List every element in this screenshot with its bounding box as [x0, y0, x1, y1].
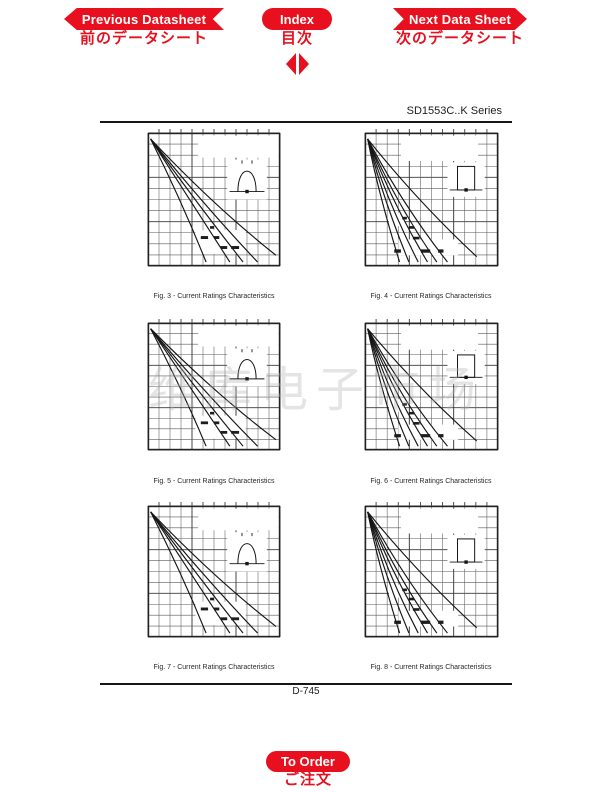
next-datasheet-label: Next Data Sheet [409, 11, 511, 27]
to-order-japanese-label: ご注文 [283, 771, 332, 788]
fig8-chart [364, 502, 499, 638]
page-number: D-745 [292, 686, 320, 697]
previous-datasheet-japanese-label: 前のデータシート [79, 30, 208, 47]
fig3-chart [147, 129, 281, 267]
index-label: Index [280, 11, 314, 27]
fig4-chart [364, 129, 499, 267]
arrow-right-icon[interactable] [298, 53, 309, 75]
to-order-label: To Order [281, 754, 335, 769]
next-datasheet-japanese-label: 次のデータシート [395, 30, 524, 47]
fig5-chart [147, 319, 281, 451]
fig6-caption: Fig. 6 - Current Ratings Characteristics [370, 478, 492, 485]
previous-datasheet-label: Previous Datasheet [81, 11, 207, 27]
fig7-caption: Fig. 7 - Current Ratings Characteristics [153, 664, 275, 671]
footer-rule [100, 683, 512, 685]
series-title: SD1553C..K Series [406, 105, 502, 117]
fig4-caption: Fig. 4 - Current Ratings Characteristics [370, 293, 492, 300]
fig6-chart [364, 319, 499, 451]
header-rule [100, 121, 512, 123]
fig7-chart [147, 502, 281, 638]
to-order-button[interactable]: To Order [266, 751, 350, 772]
page-nav-arrows[interactable] [284, 53, 310, 75]
previous-datasheet-button[interactable]: Previous Datasheet [64, 8, 224, 30]
arrow-left-icon[interactable] [285, 53, 296, 75]
index-button[interactable]: Index [262, 8, 332, 30]
index-japanese-label: 目次 [280, 30, 313, 47]
next-datasheet-button[interactable]: Next Data Sheet [393, 8, 527, 30]
fig8-caption: Fig. 8 - Current Ratings Characteristics [370, 664, 492, 671]
fig3-caption: Fig. 3 - Current Ratings Characteristics [153, 293, 275, 300]
fig5-caption: Fig. 5 - Current Ratings Characteristics [153, 478, 275, 485]
